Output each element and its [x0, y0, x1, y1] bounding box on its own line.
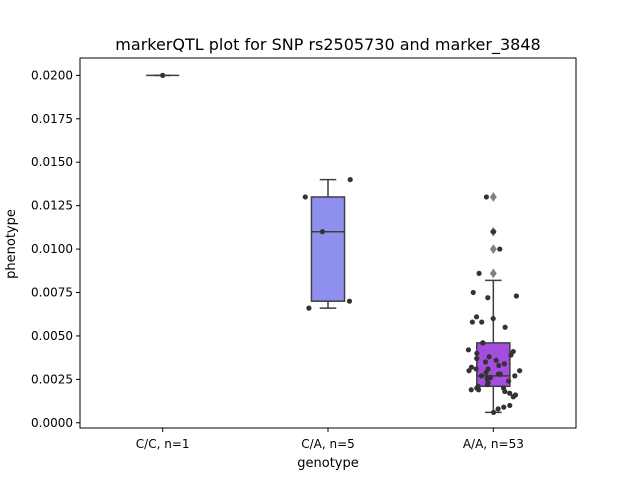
y-tick-label: 0.0025 [31, 372, 73, 386]
data-point [495, 371, 502, 377]
data-point [482, 359, 489, 365]
data-point [476, 270, 482, 276]
data-point [473, 366, 479, 372]
data-point [479, 319, 485, 325]
data-point [507, 402, 513, 409]
data-point [496, 362, 502, 369]
data-point [501, 404, 507, 410]
data-point [347, 176, 353, 183]
data-point [505, 378, 512, 384]
y-tick-label: 0.0075 [31, 286, 73, 300]
y-tick-label: 0.0150 [31, 155, 73, 169]
data-point [502, 324, 508, 330]
data-point [508, 352, 514, 358]
x-tick-label: A/A, n=53 [463, 437, 524, 451]
data-point [490, 409, 497, 415]
data-point [517, 368, 523, 374]
data-point [486, 354, 492, 360]
data-point [466, 368, 472, 374]
data-point [474, 355, 480, 362]
data-point [346, 298, 353, 304]
y-tick-label: 0.0175 [31, 112, 73, 126]
data-point [473, 314, 480, 320]
data-point [490, 315, 496, 322]
x-tick-label: C/A, n=5 [301, 437, 355, 451]
y-axis-label: phenotype [4, 209, 19, 279]
data-point [474, 350, 480, 356]
data-point [483, 194, 490, 200]
y-tick-label: 0.0000 [31, 416, 73, 430]
y-tick-label: 0.0050 [31, 329, 73, 343]
plot-area [146, 72, 523, 415]
x-axis-label: genotype [297, 456, 358, 471]
outlier-marker [489, 268, 497, 279]
data-point [306, 305, 312, 311]
data-point [501, 361, 507, 367]
data-point [475, 387, 482, 393]
box-iqr [310, 196, 346, 302]
data-point [484, 381, 491, 388]
chart-title: markerQTL plot for SNP rs2505730 and mar… [115, 35, 540, 55]
outlier-marker [489, 244, 497, 254]
data-point [480, 340, 486, 346]
data-point [160, 72, 166, 78]
axes: 0.0000 0.0025 0.0050 0.0075 0.0100 0.0125 0.01… [31, 68, 524, 451]
data-point [319, 229, 326, 235]
data-point [497, 246, 503, 252]
data-point [493, 357, 499, 363]
data-point [510, 394, 516, 400]
data-point [483, 369, 489, 376]
data-point [469, 319, 475, 325]
y-tick-label: 0.0200 [31, 68, 73, 82]
data-point [502, 388, 508, 395]
data-point [513, 293, 519, 299]
data-point [465, 347, 472, 353]
data-point [478, 373, 485, 379]
data-point [512, 373, 518, 379]
data-point [470, 289, 476, 296]
data-point [490, 229, 496, 235]
data-point [507, 390, 513, 396]
data-point [302, 194, 308, 200]
x-tick-label: C/C, n=1 [136, 437, 190, 451]
y-tick-label: 0.0100 [31, 242, 73, 256]
data-point [495, 406, 501, 412]
y-tick-label: 0.0125 [31, 199, 73, 213]
data-point [468, 387, 474, 393]
data-point [485, 295, 491, 301]
outlier-marker [489, 192, 497, 202]
